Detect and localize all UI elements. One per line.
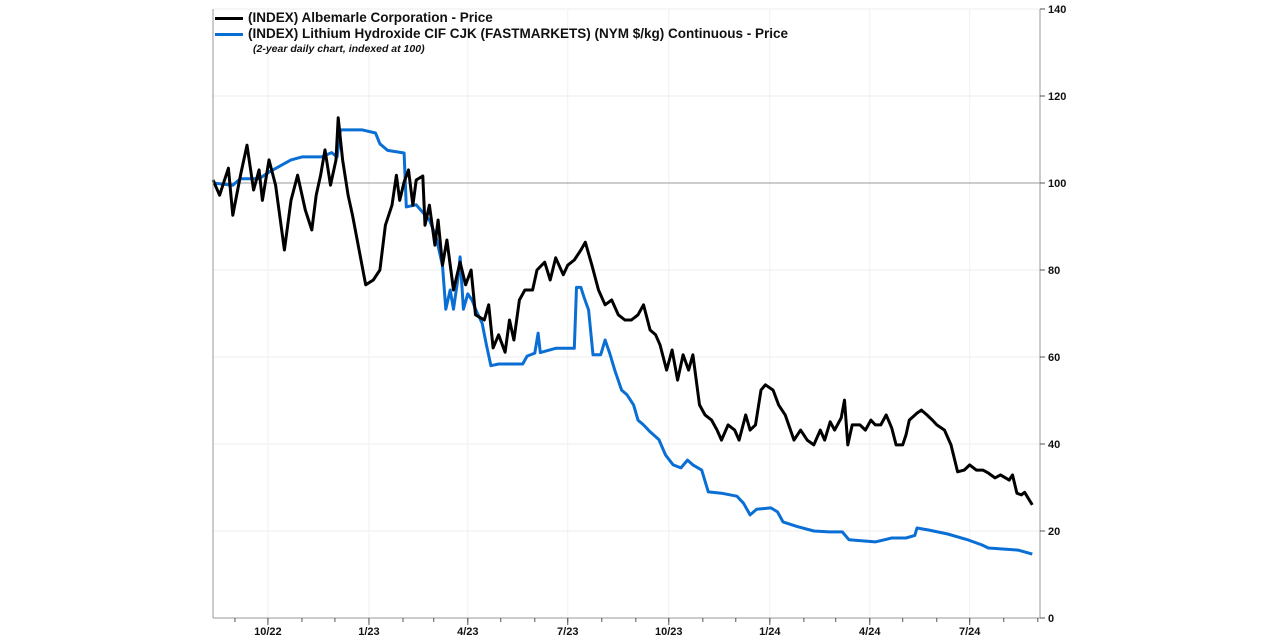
legend-swatch-blue <box>215 32 243 36</box>
y-tick-label: 80 <box>1048 265 1060 277</box>
x-tick-label: 10/23 <box>655 626 683 638</box>
y-axis: 0 20 40 60 80 100 120 140 <box>1040 4 1066 625</box>
y-tick-label: 120 <box>1048 91 1066 103</box>
y-tick-label: 20 <box>1048 526 1060 538</box>
y-tick-label: 140 <box>1048 4 1066 16</box>
gridlines <box>213 8 1040 619</box>
y-tick-label: 0 <box>1048 613 1054 625</box>
y-tick-label: 40 <box>1048 439 1060 451</box>
x-axis: 10/22 1/23 4/23 7/23 10/23 1/24 4/24 7/24 <box>234 618 1039 638</box>
legend-label: (INDEX) Albemarle Corporation - Price <box>248 10 493 25</box>
x-tick-label: 4/23 <box>457 626 478 638</box>
chart-note: (2-year daily chart, indexed at 100) <box>253 43 425 55</box>
series-line <box>211 116 1034 506</box>
x-tick-label: 7/23 <box>557 626 578 638</box>
x-tick-label: 1/23 <box>358 626 379 638</box>
plot-frame <box>212 9 1041 619</box>
legend-item-albemarle: (INDEX) Albemarle Corporation - Price <box>215 10 788 26</box>
legend-swatch-black <box>215 16 243 20</box>
series-line <box>212 128 1033 556</box>
legend-item-lithium: (INDEX) Lithium Hydroxide CIF CJK (FASTM… <box>215 26 788 42</box>
y-tick-label: 60 <box>1048 352 1060 364</box>
x-tick-label: 1/24 <box>759 626 781 638</box>
series-lines <box>211 116 1034 556</box>
y-tick-label: 100 <box>1048 178 1066 190</box>
x-tick-label: 10/22 <box>254 626 282 638</box>
legend: (INDEX) Albemarle Corporation - Price (I… <box>215 10 788 56</box>
legend-label: (INDEX) Lithium Hydroxide CIF CJK (FASTM… <box>248 26 789 41</box>
x-tick-label: 7/24 <box>959 626 981 638</box>
x-tick-label: 4/24 <box>859 626 881 638</box>
